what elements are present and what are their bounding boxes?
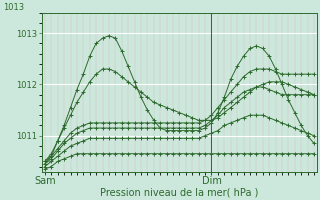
Text: 1013: 1013: [3, 3, 24, 12]
X-axis label: Pression niveau de la mer( hPa ): Pression niveau de la mer( hPa ): [100, 187, 259, 197]
